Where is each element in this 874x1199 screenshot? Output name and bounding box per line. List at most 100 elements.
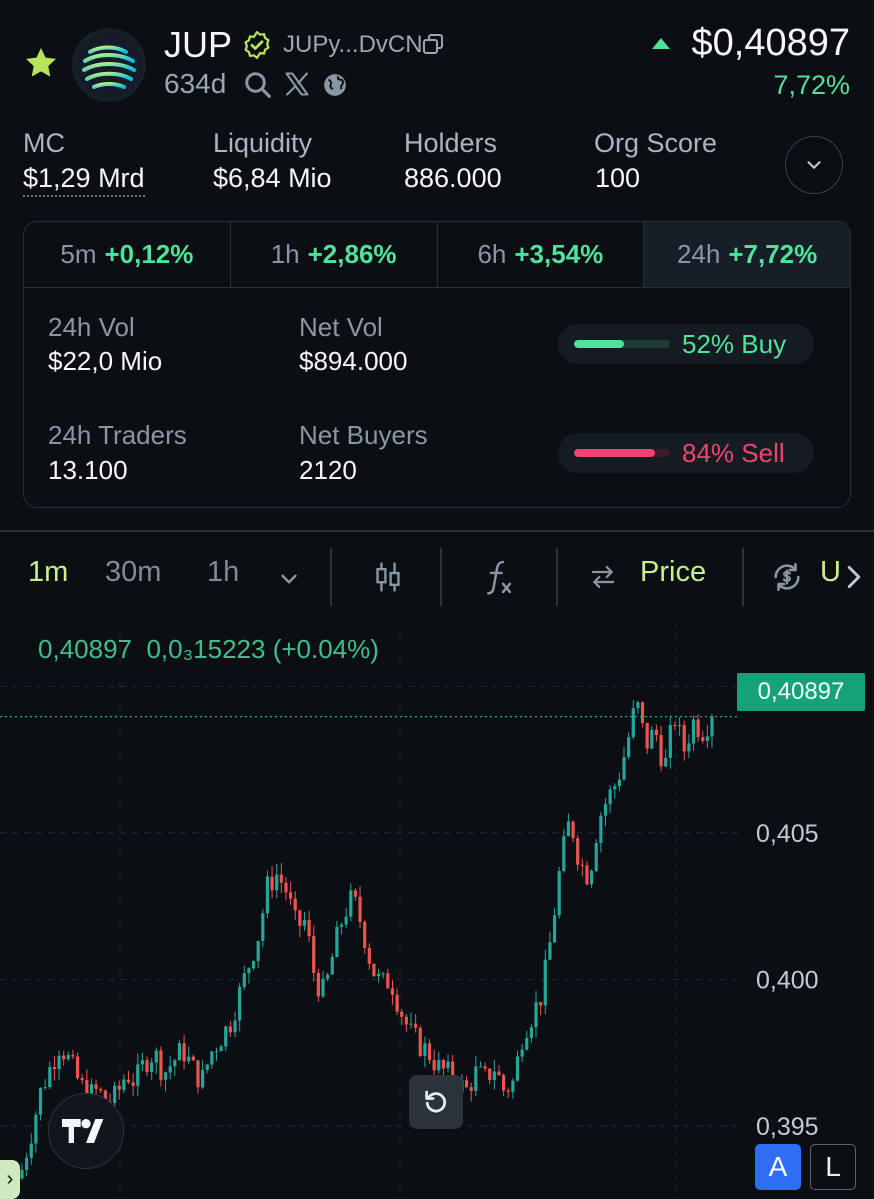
expand-stats-button[interactable]: [785, 136, 843, 194]
candle-down: [191, 1056, 195, 1061]
traders-label: 24h Traders: [48, 420, 187, 450]
tradingview-logo-icon: [62, 1119, 104, 1143]
favorite-star-icon[interactable]: [22, 44, 60, 82]
candle-up: [594, 842, 598, 871]
candle-up: [543, 959, 547, 1006]
scroll-right-chevron-icon[interactable]: [842, 562, 866, 592]
chart-grid: [0, 622, 740, 1199]
candle-down: [94, 1084, 98, 1089]
candle-down: [682, 725, 686, 752]
candle-down: [400, 1011, 404, 1017]
chart-candles: [20, 700, 714, 1180]
candle-down: [659, 735, 663, 767]
candle-up: [664, 757, 668, 767]
candle-up: [187, 1056, 191, 1062]
candle-up: [515, 1056, 520, 1081]
auto-scale-button[interactable]: A: [755, 1144, 801, 1190]
candle-down: [358, 896, 362, 922]
liquidity-value: $6,84 Mio: [213, 163, 332, 193]
indicators-fx-icon[interactable]: [482, 558, 516, 596]
candle-down: [701, 737, 705, 741]
side-panel-handle[interactable]: ›: [0, 1160, 20, 1199]
candle-up: [627, 737, 631, 757]
x-twitter-icon[interactable]: [283, 70, 311, 98]
candle-down: [126, 1079, 131, 1083]
candle-up: [687, 743, 691, 752]
candle-down: [145, 1060, 149, 1072]
interval-1h[interactable]: 1h: [207, 556, 240, 588]
chevron-down-icon: [807, 161, 821, 169]
toolbar-separator: [330, 548, 332, 606]
chart-legend: 0,40897 0,0₃15223 (+0.04%): [38, 634, 379, 665]
candle-up: [20, 1169, 24, 1179]
sell-ratio-bar: [574, 449, 670, 457]
interval-1m[interactable]: 1m: [28, 556, 69, 588]
candle-down: [488, 1068, 492, 1081]
candle-up: [636, 702, 640, 709]
candle-down: [386, 973, 390, 989]
candle-up: [163, 1072, 168, 1080]
candle-up: [566, 821, 571, 837]
interval-30m[interactable]: 30m: [105, 556, 162, 588]
tab-6h[interactable]: 6h +3,54%: [438, 222, 645, 287]
price-mode-label[interactable]: Price: [640, 556, 707, 588]
holders-label: Holders: [404, 128, 498, 158]
price-up-arrow-icon: [652, 38, 670, 49]
org-score-label: Org Score: [594, 128, 718, 158]
candle-up: [210, 1051, 214, 1065]
candle-up: [113, 1085, 117, 1103]
legend-price: 0,40897: [38, 634, 132, 664]
net-vol-label: Net Vol: [299, 312, 383, 342]
candle-up: [168, 1066, 172, 1073]
candle-up: [492, 1071, 496, 1081]
candle-up: [265, 876, 270, 914]
candle-down: [673, 725, 677, 727]
candle-down: [71, 1055, 75, 1057]
candle-up: [150, 1062, 154, 1072]
verified-badge-icon: [244, 30, 270, 60]
search-icon[interactable]: [243, 70, 273, 100]
reset-chart-button[interactable]: [409, 1075, 463, 1129]
candle-down: [441, 1060, 446, 1069]
candle-up: [608, 789, 612, 805]
candle-up: [529, 1027, 533, 1039]
candle-up: [409, 1023, 413, 1025]
candle-down: [497, 1071, 501, 1076]
swap-arrows-icon[interactable]: [588, 562, 618, 592]
reset-icon: [425, 1090, 447, 1113]
token-age: 634d: [164, 68, 227, 99]
currency-switch-icon[interactable]: [770, 560, 804, 594]
currency-label[interactable]: U: [820, 556, 841, 588]
tab-1h[interactable]: 1h +2,86%: [231, 222, 438, 287]
candle-down: [307, 919, 311, 937]
mc-value[interactable]: $1,29 Mrd: [23, 163, 145, 197]
jupiter-logo-icon: [76, 32, 142, 98]
globe-icon[interactable]: [322, 72, 348, 98]
interval-dropdown-chevron-icon[interactable]: [276, 566, 302, 592]
candle-down: [316, 972, 320, 997]
tradingview-logo[interactable]: [48, 1093, 124, 1169]
candle-up: [631, 708, 635, 738]
tab-value: +7,72%: [728, 239, 818, 269]
price-change-24h: 7,72%: [773, 70, 850, 100]
candle-down: [279, 874, 283, 883]
token-price: $0,40897: [691, 22, 851, 64]
candle-up: [603, 804, 608, 816]
candle-down: [372, 963, 376, 977]
candle-down: [580, 864, 584, 866]
candle-down: [571, 821, 575, 839]
candle-up: [29, 1143, 33, 1158]
candle-down: [483, 1066, 487, 1069]
candle-up: [589, 870, 594, 885]
copy-icon[interactable]: [421, 32, 445, 56]
candle-up: [43, 1087, 47, 1089]
candle-up: [339, 924, 344, 927]
candles-chart-type-icon[interactable]: [372, 560, 404, 594]
tab-5m[interactable]: 5m +0,12%: [24, 222, 231, 287]
tab-24h[interactable]: 24h +7,72%: [644, 222, 850, 287]
candle-up: [562, 836, 566, 872]
tab-value: +0,12%: [104, 239, 194, 269]
section-divider: [0, 530, 874, 532]
log-scale-button[interactable]: L: [810, 1144, 856, 1190]
